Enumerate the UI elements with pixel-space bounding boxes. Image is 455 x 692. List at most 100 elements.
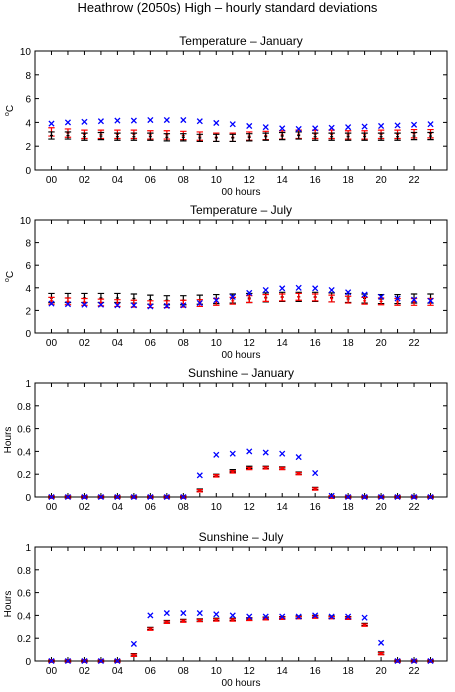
data-point-x-marker xyxy=(64,657,72,665)
y-tick-label: 4 xyxy=(25,284,31,295)
x-tick-label: 16 xyxy=(310,175,322,186)
data-point-x-marker xyxy=(64,493,72,501)
data-point-x-marker xyxy=(262,613,269,620)
data-point-errorbar xyxy=(196,133,203,143)
data-point-errorbar xyxy=(114,292,121,304)
data-point-x-marker xyxy=(114,117,121,124)
data-point-errorbar xyxy=(97,298,105,307)
data-point-x-marker xyxy=(114,302,121,309)
data-point-errorbar xyxy=(48,131,55,140)
data-point-x-marker xyxy=(427,657,434,665)
series-black-errorbar xyxy=(48,131,434,143)
data-point-errorbar xyxy=(279,131,286,141)
data-point-errorbar xyxy=(427,297,434,306)
data-point-errorbar xyxy=(229,618,236,622)
data-point-x-marker xyxy=(213,297,220,304)
data-point-errorbar xyxy=(394,297,401,306)
data-point-x-marker xyxy=(163,610,170,617)
data-point-x-marker xyxy=(180,610,187,617)
data-point-x-marker xyxy=(295,613,302,620)
x-tick-label: 00 xyxy=(46,666,58,677)
data-point-errorbar xyxy=(394,132,401,141)
y-tick-label: 0.6 xyxy=(17,589,31,600)
data-point-x-marker xyxy=(279,613,286,620)
data-point-errorbar xyxy=(147,294,154,305)
data-point-errorbar xyxy=(163,133,171,142)
data-point-x-marker xyxy=(64,119,72,126)
data-point-x-marker xyxy=(410,296,418,303)
data-point-errorbar xyxy=(48,296,55,305)
x-tick-label: 18 xyxy=(343,666,355,677)
data-point-x-marker xyxy=(213,119,220,127)
x-axis-label: 00 hours xyxy=(222,678,261,687)
data-point-errorbar xyxy=(130,293,138,304)
data-point-x-marker xyxy=(180,493,187,501)
x-tick-label: 14 xyxy=(277,666,289,677)
chart-panel-3: Sunshine – January 0 0.2 0.4 0.6 0.8 1 00 02 04 06… xyxy=(3,366,448,513)
data-point-errorbar xyxy=(180,133,187,142)
x-tick-label: 00 xyxy=(46,175,58,186)
data-point-x-marker xyxy=(345,613,352,620)
data-point-x-marker xyxy=(180,116,187,124)
x-tick-label: 10 xyxy=(211,502,223,513)
x-tick-label: 00 xyxy=(46,338,58,349)
data-point-errorbar xyxy=(262,617,269,621)
x-tick-label: 14 xyxy=(277,502,289,513)
data-point-x-marker xyxy=(328,492,335,499)
data-point-x-marker xyxy=(229,612,236,619)
data-point-x-marker xyxy=(378,493,385,501)
data-point-x-marker xyxy=(163,302,170,309)
data-point-errorbar xyxy=(295,131,302,140)
series-blue-x xyxy=(48,610,434,665)
data-point-x-marker xyxy=(378,122,385,130)
data-point-x-marker xyxy=(361,614,368,621)
data-point-errorbar xyxy=(295,471,302,476)
data-point-x-marker xyxy=(97,118,104,125)
series-black-errorbar xyxy=(48,465,434,499)
y-axis-label-unit: C xyxy=(5,271,16,278)
data-point-errorbar xyxy=(377,132,385,141)
y-tick-label: 1 xyxy=(25,379,31,390)
data-point-errorbar xyxy=(377,651,385,656)
x-tick-label: 06 xyxy=(145,502,157,513)
data-point-errorbar xyxy=(81,132,88,141)
data-point-x-marker xyxy=(64,301,72,308)
data-point-errorbar xyxy=(97,131,105,141)
data-point-x-marker xyxy=(180,302,187,309)
data-point-x-marker xyxy=(394,657,401,665)
y-tick-label: 6 xyxy=(25,261,31,272)
chart-title: Sunshine – July xyxy=(199,530,284,544)
data-point-x-marker xyxy=(147,116,154,124)
data-point-errorbar xyxy=(427,131,434,141)
data-point-errorbar xyxy=(361,623,368,627)
data-point-errorbar xyxy=(262,132,269,141)
data-point-x-marker xyxy=(279,125,286,132)
data-point-x-marker xyxy=(262,124,269,131)
data-point-x-marker xyxy=(81,118,88,125)
data-point-x-marker xyxy=(81,493,88,501)
y-tick-label: 0.8 xyxy=(17,402,31,413)
y-tick-label: 0.2 xyxy=(17,634,31,645)
x-tick-label: 00 xyxy=(46,502,58,513)
data-point-x-marker xyxy=(427,493,434,501)
data-point-x-marker xyxy=(229,450,236,457)
series-red-errorbar xyxy=(48,615,434,663)
x-tick-label: 22 xyxy=(408,338,420,349)
data-point-x-marker xyxy=(295,284,302,291)
data-point-x-marker xyxy=(279,450,286,457)
series-black-errorbar xyxy=(48,291,434,306)
x-tick-label: 20 xyxy=(376,175,388,186)
data-point-x-marker xyxy=(394,122,401,129)
x-tick-label: 16 xyxy=(310,338,322,349)
data-point-x-marker xyxy=(345,289,352,296)
y-tick-label: 10 xyxy=(20,47,32,58)
y-axis-label-unit: C xyxy=(5,105,16,112)
data-point-errorbar xyxy=(180,299,187,308)
data-point-errorbar xyxy=(213,474,220,478)
x-tick-label: 06 xyxy=(145,338,157,349)
plot-area-frame xyxy=(34,219,448,334)
data-point-errorbar xyxy=(213,297,220,306)
data-point-x-marker xyxy=(130,117,137,124)
x-axis-label: 00 hours xyxy=(222,187,261,198)
